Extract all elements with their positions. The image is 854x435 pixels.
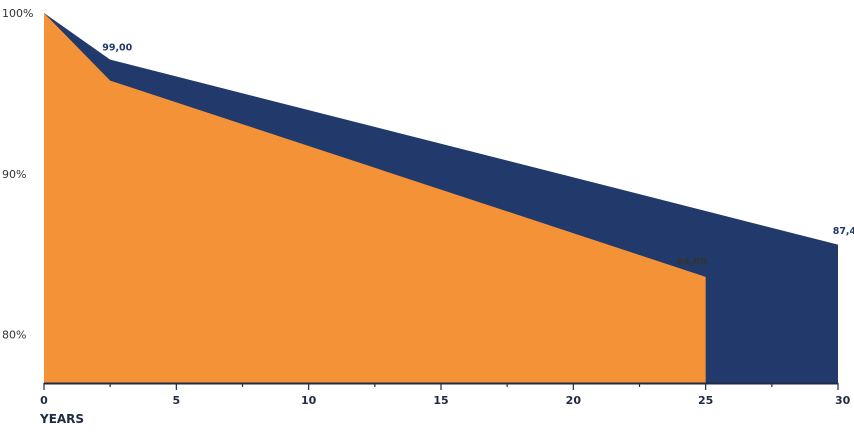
x-axis: 0 5 10 15 20 25 30 xyxy=(40,382,851,407)
data-label: 87,40 xyxy=(833,226,854,237)
x-tick-label: 15 xyxy=(433,394,448,407)
x-tick-label: 10 xyxy=(301,394,317,407)
x-axis-title: YEARS xyxy=(39,412,84,426)
y-tick-label: 100% xyxy=(2,7,33,20)
x-tick-label: 30 xyxy=(835,394,851,407)
x-tick-label: 0 xyxy=(40,394,48,407)
area-series-2 xyxy=(44,13,706,383)
data-label: 84,80 xyxy=(677,256,707,267)
x-tick-label: 25 xyxy=(698,394,713,407)
y-tick-label: 80% xyxy=(2,329,26,342)
chart-areas xyxy=(44,13,838,383)
x-tick-label: 5 xyxy=(173,394,181,407)
y-axis: 100% 90% 80% xyxy=(2,7,33,342)
x-tick-label: 20 xyxy=(566,394,582,407)
y-tick-label: 90% xyxy=(2,168,26,181)
data-label: 99,00 xyxy=(102,42,132,53)
data-labels: 99,00 84,80 87,40 xyxy=(102,42,854,267)
